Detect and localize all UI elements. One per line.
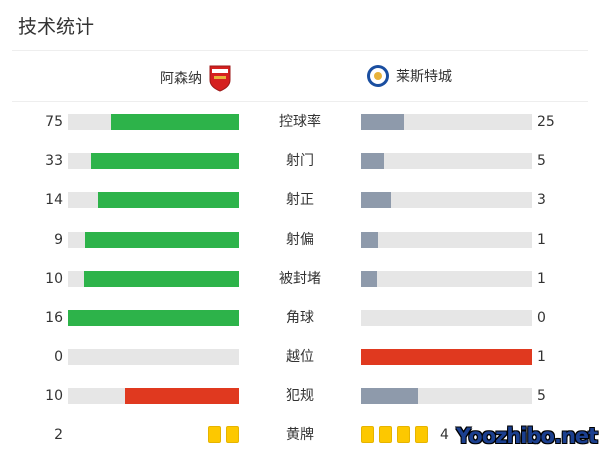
stat-row-yellow-cards: 2 黄牌 4: [0, 425, 600, 445]
stat-row: 9 射偏 1: [0, 230, 600, 250]
away-value: 5: [537, 388, 546, 405]
away-bar-fill: [361, 349, 532, 366]
yellow-card-icon: [415, 426, 428, 443]
away-bar-fill: [361, 153, 384, 170]
stat-row: 16 角球 0: [0, 308, 600, 328]
stat-label: 角球: [286, 310, 314, 326]
stat-label: 控球率: [279, 114, 321, 130]
home-bar-fill: [90, 153, 239, 170]
stat-row: 0 越位 1: [0, 347, 600, 367]
home-team-name: 阿森纳: [160, 71, 202, 87]
home-bar: [68, 231, 239, 248]
away-bar: [361, 192, 532, 209]
stat-label: 越位: [286, 349, 314, 366]
home-bar-fill: [83, 270, 239, 287]
away-value: 1: [537, 349, 546, 366]
divider: [12, 50, 588, 51]
away-value: 1: [537, 270, 546, 287]
stat-label: 犯规: [286, 388, 314, 405]
home-bar-fill: [68, 310, 239, 326]
home-value: 10: [45, 388, 63, 405]
away-bar-fill: [361, 192, 392, 209]
away-value: 5: [537, 153, 546, 170]
home-value: 10: [45, 270, 63, 287]
stat-label: 黄牌: [286, 427, 314, 443]
home-bar: [68, 270, 239, 287]
watermark: Yoozhibo.net: [456, 424, 598, 448]
yellow-card-icon: [208, 426, 221, 443]
home-bar: [68, 192, 239, 209]
stat-row: 14 射正 3: [0, 190, 600, 210]
away-bar-fill: [361, 114, 404, 130]
home-value: 2: [54, 427, 63, 443]
away-bar: [361, 114, 532, 130]
away-bar-fill: [361, 231, 379, 248]
home-bar: [68, 310, 239, 326]
home-bar: [68, 153, 239, 170]
home-value: 33: [45, 153, 63, 170]
stat-row: 10 被封堵 1: [0, 269, 600, 289]
leicester-crest-icon: [367, 65, 389, 87]
away-bar: [361, 270, 532, 287]
away-yellow-cards: [361, 426, 428, 443]
home-bar-fill: [98, 192, 239, 209]
home-bar-fill: [85, 231, 239, 248]
away-bar: [361, 349, 532, 366]
away-bar: [361, 153, 532, 170]
stat-row: 10 犯规 5: [0, 386, 600, 406]
yellow-card-icon: [226, 426, 239, 443]
divider: [12, 101, 588, 102]
yellow-card-icon: [397, 426, 410, 443]
away-bar-fill: [361, 388, 418, 405]
page-title: 技术统计: [18, 16, 95, 38]
away-value: 4: [440, 427, 449, 443]
away-team-name: 莱斯特城: [396, 69, 452, 85]
away-value: 1: [537, 231, 546, 248]
home-team[interactable]: 阿森纳: [160, 64, 232, 92]
away-bar: [361, 231, 532, 248]
stat-label: 射门: [286, 153, 314, 170]
home-value: 75: [45, 114, 63, 130]
stat-row: 75 控球率 25: [0, 112, 600, 132]
away-bar: [361, 388, 532, 405]
home-value: 14: [45, 192, 63, 209]
yellow-card-icon: [379, 426, 392, 443]
away-value: 0: [537, 310, 546, 326]
home-bar-fill: [110, 114, 239, 130]
away-bar: [361, 310, 532, 326]
away-team[interactable]: 莱斯特城: [366, 64, 452, 88]
home-value: 16: [45, 310, 63, 326]
home-bar-fill: [125, 388, 239, 405]
home-bar: [68, 114, 239, 130]
home-value: 9: [54, 231, 63, 248]
arsenal-crest-icon: [209, 65, 231, 92]
home-bar: [68, 388, 239, 405]
home-bar: [68, 349, 239, 366]
away-value: 25: [537, 114, 555, 130]
away-value: 3: [537, 192, 546, 209]
stat-row: 33 射门 5: [0, 151, 600, 171]
home-yellow-cards: [208, 426, 239, 443]
stat-label: 被封堵: [279, 270, 321, 287]
yellow-card-icon: [361, 426, 374, 443]
home-value: 0: [54, 349, 63, 366]
stat-label: 射正: [286, 192, 314, 209]
away-bar-fill: [361, 270, 377, 287]
stat-label: 射偏: [286, 231, 314, 248]
